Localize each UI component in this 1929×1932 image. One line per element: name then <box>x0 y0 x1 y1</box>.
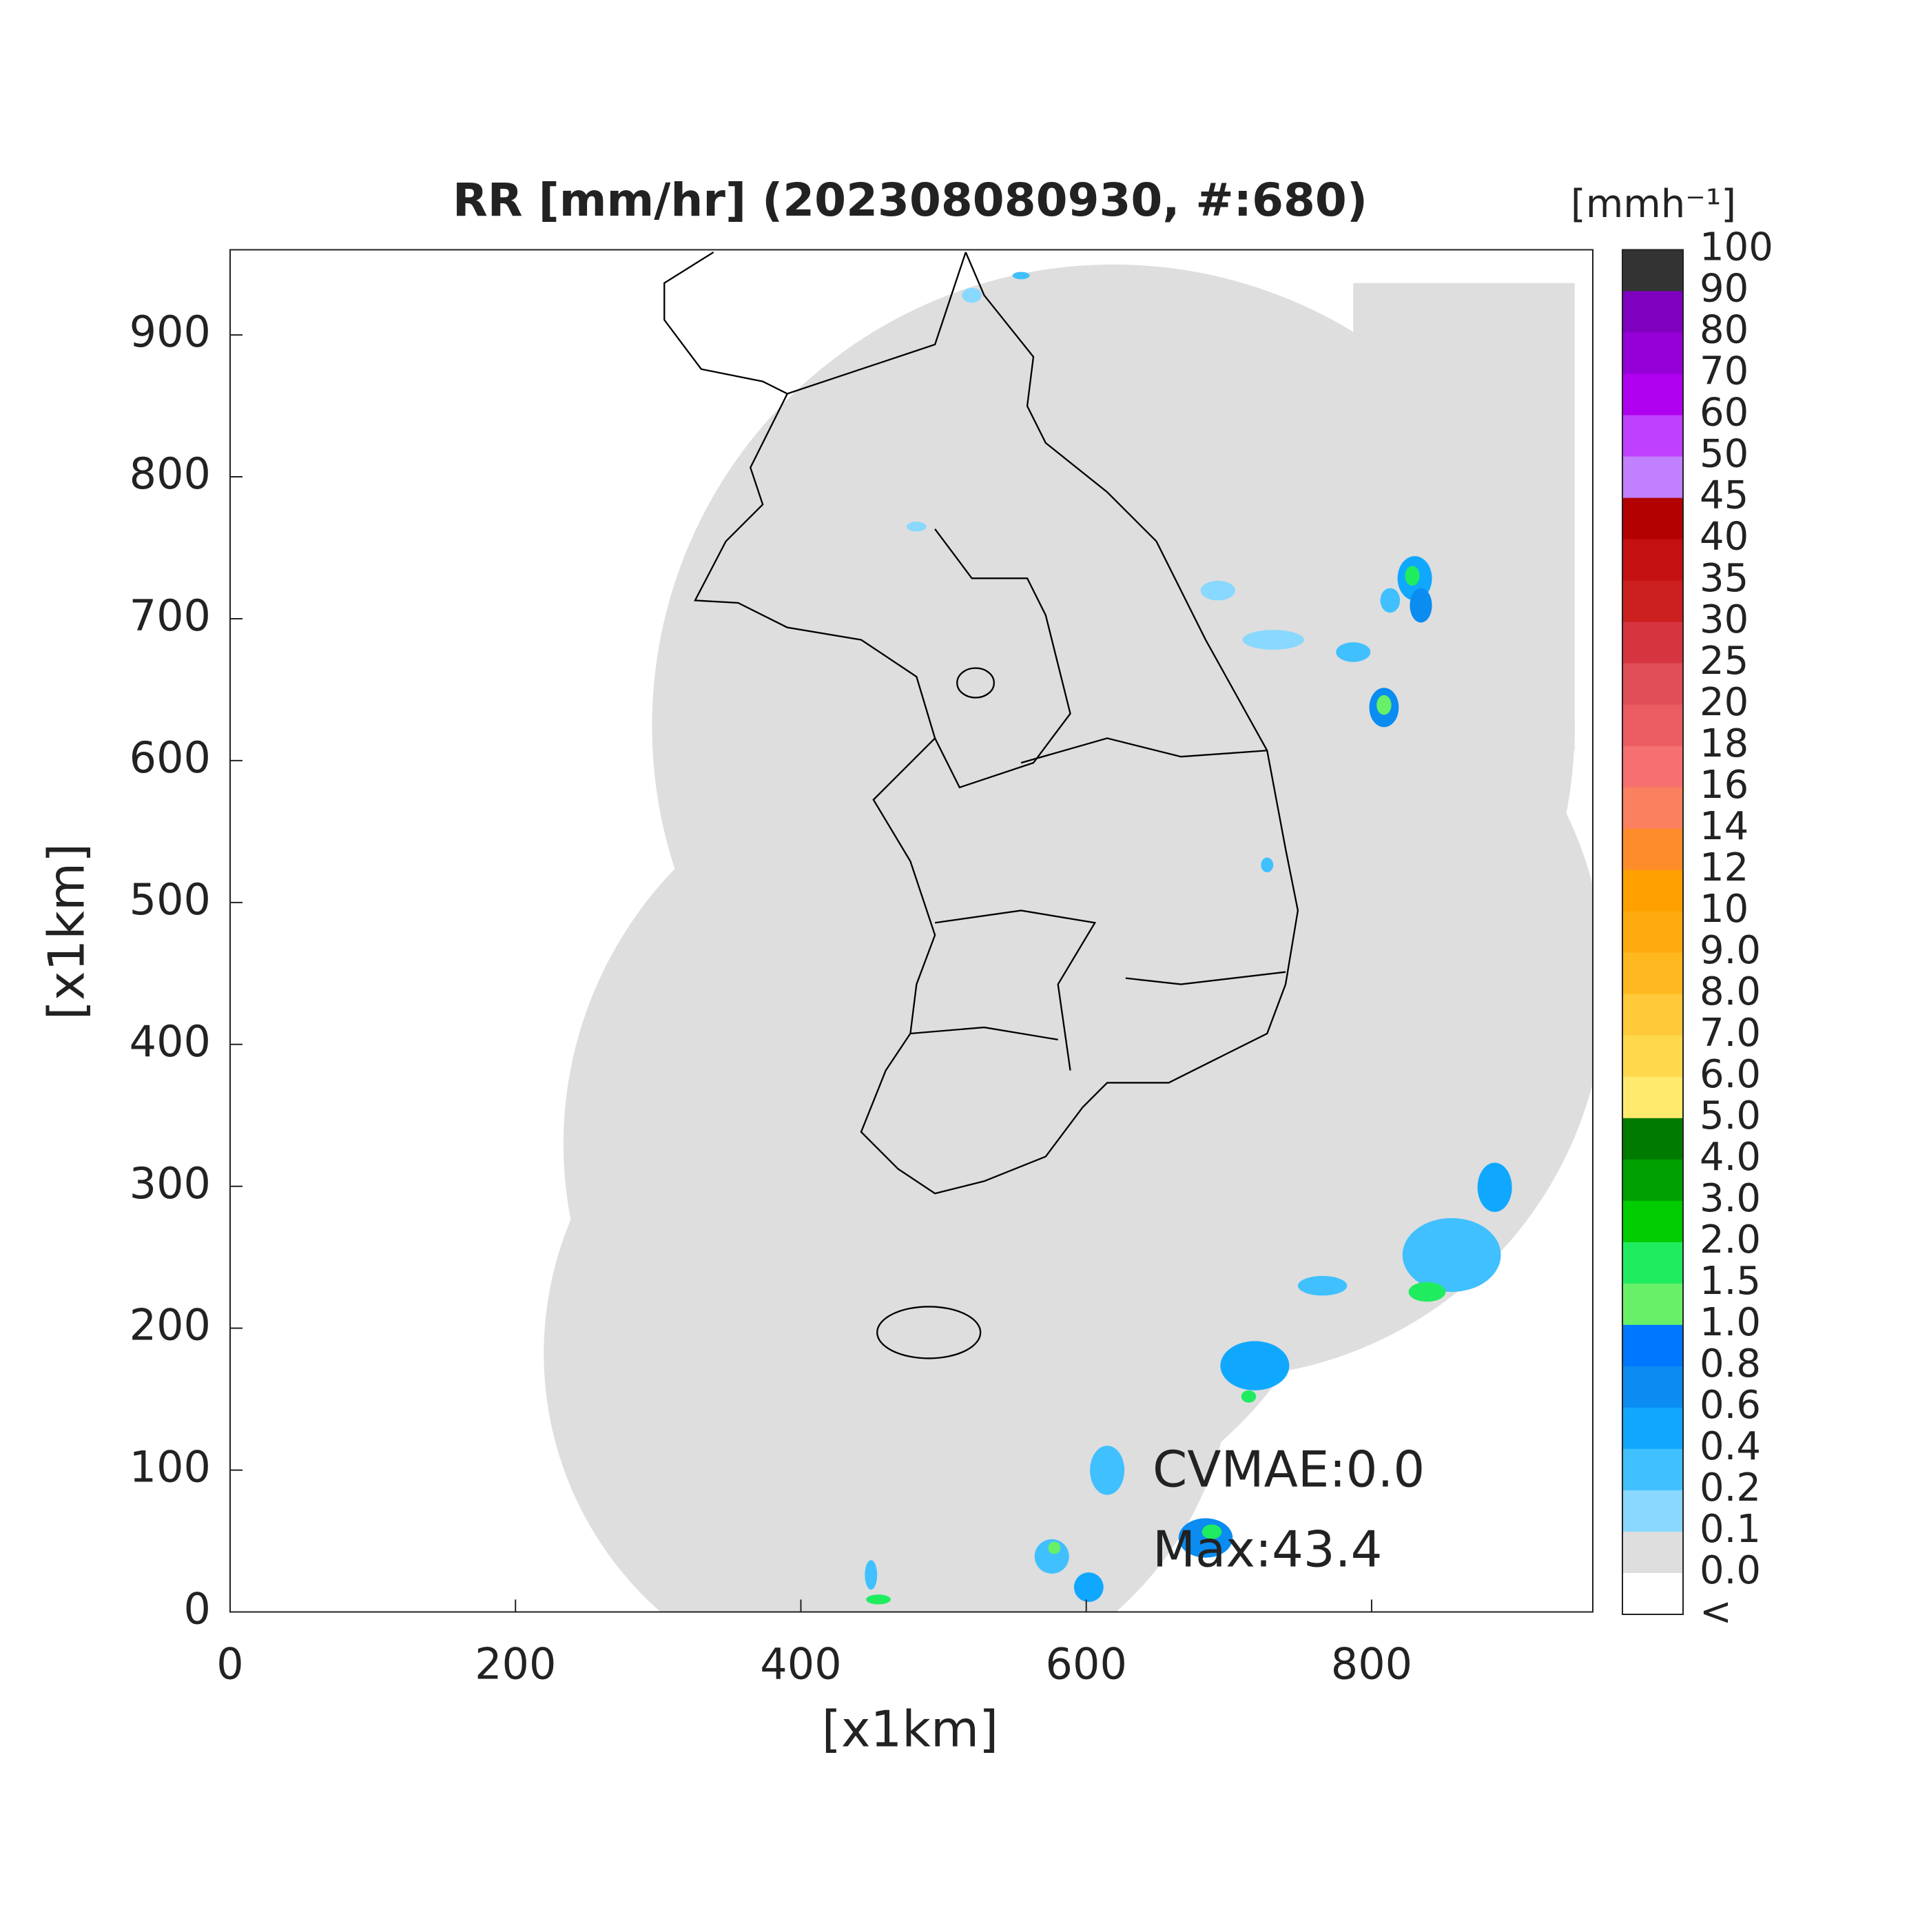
colorbar-segment <box>1622 1200 1683 1243</box>
colorbar-label: 2.0 <box>1700 1217 1761 1262</box>
colorbar-segment <box>1622 994 1683 1036</box>
colorbar-label: 0.1 <box>1700 1507 1761 1552</box>
colorbar-label: 70 <box>1700 349 1749 394</box>
colorbar-label: 0.2 <box>1700 1466 1761 1510</box>
colorbar-segment <box>1622 1283 1683 1326</box>
colorbar-segment <box>1622 373 1683 416</box>
colorbar-label: 80 <box>1700 308 1749 353</box>
colorbar-label: 16 <box>1700 763 1749 808</box>
plot-frame <box>229 249 1593 1613</box>
colorbar-label: 0.8 <box>1700 1342 1761 1386</box>
annotation: CVMAE:0.0 <box>1153 1441 1425 1499</box>
x-tick-label: 200 <box>475 1639 556 1689</box>
colorbar-segment <box>1622 415 1683 458</box>
x-tick-label: 400 <box>760 1639 841 1689</box>
colorbar-label: 14 <box>1700 804 1749 849</box>
colorbar-label: 1.5 <box>1700 1259 1761 1304</box>
colorbar-title: [mmh⁻¹] <box>1571 182 1736 227</box>
colorbar-label: 10 <box>1700 887 1749 932</box>
y-tick-label: 400 <box>130 1016 211 1067</box>
y-tick-label: 900 <box>130 307 211 357</box>
colorbar-frame <box>1622 249 1684 1615</box>
colorbar-label: 12 <box>1700 845 1749 890</box>
colorbar-segment <box>1622 1076 1683 1119</box>
colorbar-segment <box>1622 1531 1683 1574</box>
colorbar-label: 6.0 <box>1700 1052 1761 1097</box>
y-tick-label: 700 <box>130 590 211 641</box>
y-tick-label: 100 <box>130 1442 211 1492</box>
y-tick-label: 200 <box>130 1300 211 1350</box>
coastline <box>663 251 1299 1359</box>
colorbar-segment <box>1622 1407 1683 1450</box>
map-layer <box>544 251 1593 1612</box>
colorbar-segment <box>1622 291 1683 333</box>
colorbar-label: 1.0 <box>1700 1300 1761 1345</box>
colorbar-segment <box>1622 580 1683 623</box>
colorbar-label: 25 <box>1700 639 1749 684</box>
y-tick-label: 800 <box>130 449 211 499</box>
colorbar-segment <box>1622 1572 1683 1615</box>
colorbar-label: 20 <box>1700 680 1749 725</box>
colorbar-label: 0.6 <box>1700 1383 1761 1428</box>
colorbar-label: 90 <box>1700 267 1749 311</box>
colorbar-segment <box>1622 1242 1683 1284</box>
colorbar-segment <box>1622 456 1683 499</box>
colorbar-label: 5.0 <box>1700 1093 1761 1138</box>
colorbar-label: 7.0 <box>1700 1011 1761 1056</box>
colorbar-segment <box>1622 663 1683 706</box>
colorbar-segment <box>1622 746 1683 788</box>
colorbar-segment <box>1622 952 1683 995</box>
colorbar-segment <box>1622 332 1683 375</box>
x-axis-label: [x1km] <box>822 1700 998 1758</box>
colorbar-segment <box>1622 1324 1683 1367</box>
colorbar-segment <box>1622 704 1683 747</box>
y-tick-label: 500 <box>130 874 211 925</box>
precipitation-echoes <box>865 271 1512 1605</box>
colorbar-label: 9.0 <box>1700 928 1761 973</box>
colorbar-label: 4.0 <box>1700 1135 1761 1180</box>
colorbar-label: 0.4 <box>1700 1424 1761 1469</box>
x-tick-label: 600 <box>1046 1639 1127 1689</box>
y-tick-label: 0 <box>184 1584 211 1634</box>
colorbar-label: 35 <box>1700 556 1749 601</box>
radar-coverage <box>544 264 1593 1612</box>
colorbar-segment <box>1622 539 1683 582</box>
colorbar-segment <box>1622 787 1683 830</box>
colorbar-segment <box>1622 1490 1683 1532</box>
colorbar-label: < <box>1700 1590 1732 1634</box>
colorbar-label: 3.0 <box>1700 1176 1761 1221</box>
annotation: Max:43.4 <box>1153 1521 1382 1579</box>
colorbar-segment <box>1622 621 1683 664</box>
colorbar-segment <box>1622 497 1683 540</box>
colorbar-segment <box>1622 828 1683 871</box>
x-tick-label: 800 <box>1331 1639 1412 1689</box>
colorbar-label: 50 <box>1700 432 1749 477</box>
colorbar-label: 100 <box>1700 225 1773 270</box>
colorbar-segment <box>1622 1035 1683 1078</box>
colorbar-segment <box>1622 1159 1683 1202</box>
colorbar-segment <box>1622 870 1683 912</box>
colorbar-label: 40 <box>1700 515 1749 559</box>
colorbar-label: 8.0 <box>1700 969 1761 1014</box>
colorbar-segment <box>1622 1448 1683 1491</box>
colorbar-label: 45 <box>1700 473 1749 518</box>
colorbar-segment <box>1622 911 1683 954</box>
colorbar-label: 30 <box>1700 597 1749 642</box>
y-tick-label: 600 <box>130 732 211 783</box>
y-axis-label: [x1km] <box>38 843 96 1020</box>
x-tick-label: 0 <box>216 1639 243 1689</box>
colorbar-label: 18 <box>1700 721 1749 766</box>
chart-title: RR [mm/hr] (202308080930, #:680) <box>453 174 1368 227</box>
colorbar-label: 60 <box>1700 391 1749 435</box>
colorbar-segment <box>1622 1118 1683 1160</box>
colorbar-segment <box>1622 249 1683 292</box>
colorbar-segment <box>1622 1366 1683 1408</box>
colorbar-label: 0.0 <box>1700 1548 1761 1593</box>
y-tick-label: 300 <box>130 1158 211 1209</box>
